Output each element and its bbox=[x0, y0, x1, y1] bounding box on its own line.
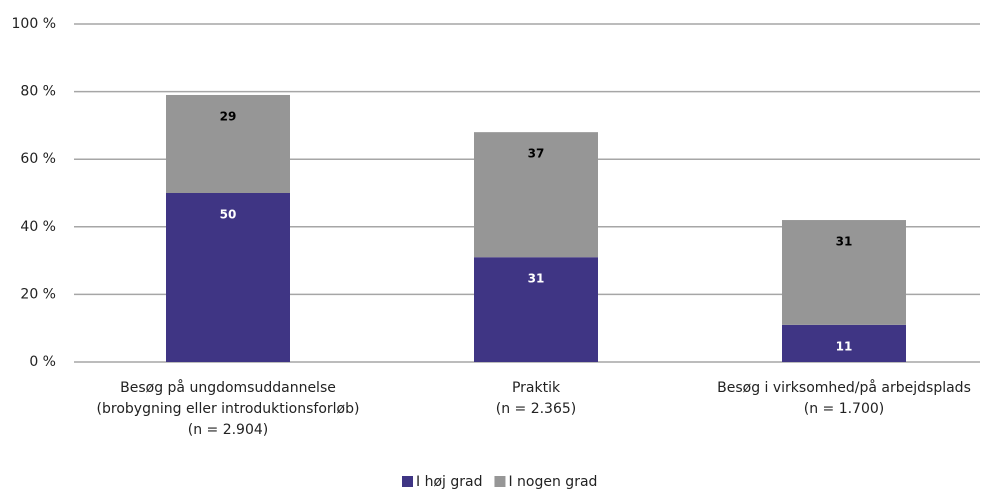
y-tick-label: 40 % bbox=[20, 219, 56, 235]
y-tick-label: 0 % bbox=[29, 354, 56, 370]
legend-swatch bbox=[402, 476, 413, 487]
x-tick-label: (n = 2.904) bbox=[188, 422, 269, 438]
bar-segment bbox=[782, 324, 906, 362]
value-label: 37 bbox=[528, 147, 545, 161]
value-label: 50 bbox=[220, 208, 237, 222]
x-tick-label: Besøg i virksomhed/på arbejdsplads bbox=[717, 379, 971, 396]
bar-segment bbox=[166, 94, 290, 193]
bar-segment bbox=[474, 132, 598, 258]
value-label: 11 bbox=[836, 339, 853, 353]
y-tick-label: 100 % bbox=[12, 16, 56, 32]
x-tick-label: (n = 2.365) bbox=[496, 401, 577, 417]
value-label: 31 bbox=[528, 272, 545, 286]
y-tick-label: 20 % bbox=[20, 286, 56, 302]
value-label: 31 bbox=[836, 235, 853, 249]
y-tick-label: 60 % bbox=[20, 151, 56, 167]
legend-label: I nogen grad bbox=[508, 474, 597, 490]
bar-segment bbox=[782, 220, 906, 325]
value-label: 29 bbox=[220, 109, 237, 123]
y-tick-label: 80 % bbox=[20, 84, 56, 100]
bar-segment bbox=[166, 193, 290, 362]
legend-label: I høj grad bbox=[416, 474, 482, 490]
x-tick-label: Besøg på ungdomsuddannelse bbox=[120, 379, 336, 396]
legend-swatch bbox=[494, 476, 506, 487]
x-tick-label: (n = 1.700) bbox=[804, 401, 885, 417]
bar-segment bbox=[474, 257, 598, 362]
x-tick-label: (brobygning eller introduktionsforløb) bbox=[97, 401, 360, 417]
x-tick-label: Praktik bbox=[512, 380, 561, 396]
